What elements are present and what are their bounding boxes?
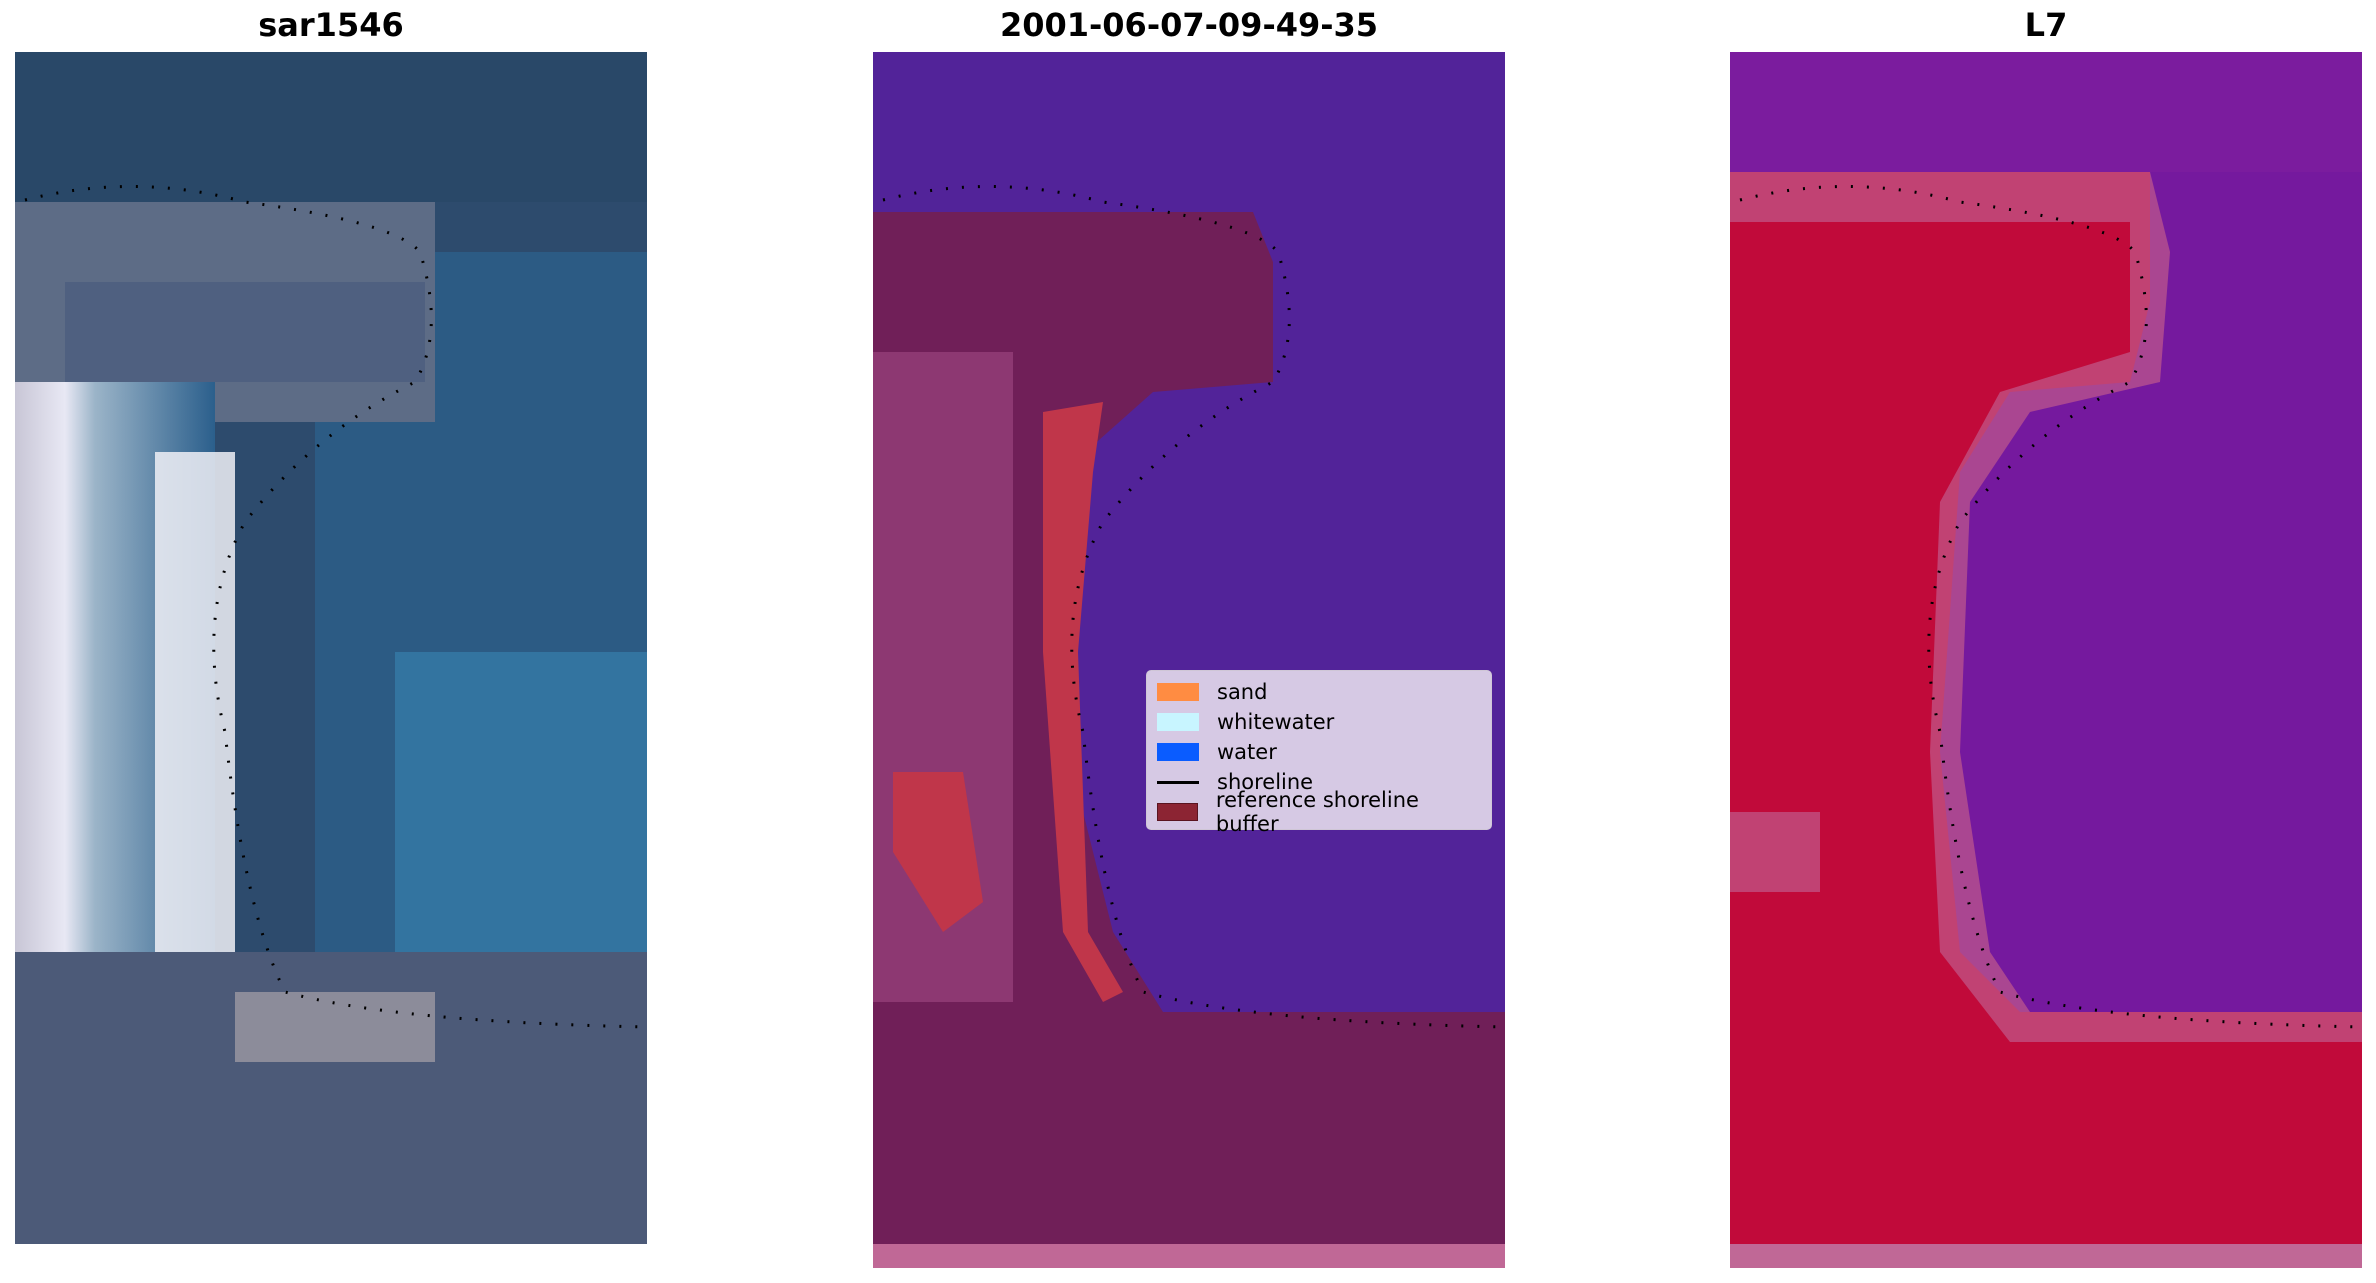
legend-label: shoreline (1217, 770, 1314, 794)
rgb-image (15, 52, 647, 1244)
legend-label: whitewater (1217, 710, 1335, 734)
legend-item-buffer: reference shoreline buffer (1157, 788, 1481, 836)
legend-line (1157, 780, 1199, 784)
panel-mndwi: L7 (1730, 0, 2362, 1283)
legend-swatch (1157, 713, 1199, 731)
legend-swatch (1157, 743, 1199, 761)
panel-rgb: sar1546 (15, 0, 647, 1283)
legend-label: sand (1217, 680, 1268, 704)
legend-swatch (1157, 803, 1198, 821)
legend-item-water: water (1157, 737, 1481, 767)
legend-swatch (1157, 683, 1199, 701)
legend-item-whitewater: whitewater (1157, 707, 1481, 737)
panel-title: L7 (2024, 6, 2068, 44)
panel-title: 2001-06-07-09-49-35 (999, 6, 1379, 44)
classification-image (873, 52, 1505, 1268)
legend-label: water (1217, 740, 1277, 764)
panel-title: sar1546 (258, 6, 404, 44)
legend: sand whitewater water shoreline referenc… (1146, 670, 1492, 836)
legend-item-shoreline: shoreline (1157, 767, 1481, 797)
mndwi-image (1730, 52, 2362, 1268)
panel-classification: 2001-06-07-09-49-35 (873, 0, 1505, 1283)
legend-item-sand: sand (1157, 677, 1481, 707)
legend-label: reference shoreline buffer (1215, 788, 1419, 836)
